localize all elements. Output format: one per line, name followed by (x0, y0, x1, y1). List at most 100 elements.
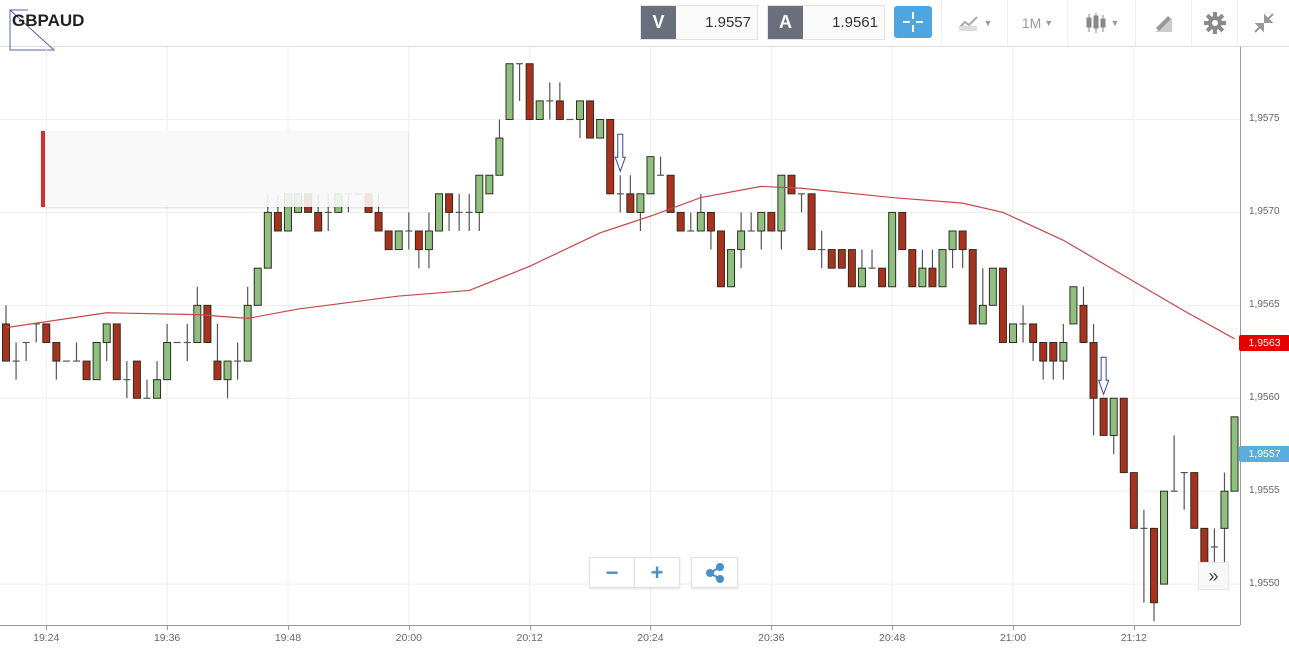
candle-up (988, 267, 997, 306)
candle-up (163, 342, 172, 381)
double-chevron-right-icon: » (1208, 565, 1219, 586)
candle-up (424, 230, 433, 251)
candle-down (2, 323, 10, 362)
candle-down (213, 360, 222, 381)
candle-down (82, 360, 91, 381)
candle-up (193, 304, 202, 344)
draw-icon (1154, 16, 1172, 32)
candle-down (716, 230, 725, 288)
candle-up (696, 211, 705, 232)
price-tick-label: 1,9555 (1249, 485, 1280, 497)
candle-down (878, 267, 887, 288)
moving-average-line (5, 185, 1235, 340)
candle-down (767, 211, 776, 232)
candle-style-button[interactable]: ▼ (1067, 0, 1135, 46)
symbol-triangle-icon (9, 8, 56, 51)
candle-down (445, 193, 454, 213)
candle-down (666, 174, 675, 213)
candle-up (596, 118, 605, 139)
time-tick-label: 20:12 (516, 632, 543, 644)
time-tick-label: 19:24 (33, 632, 60, 644)
candle-up (857, 267, 866, 288)
scroll-right-button[interactable]: » (1198, 562, 1229, 590)
candle-down (958, 230, 967, 251)
candle-up (1069, 286, 1078, 325)
chart-type-button[interactable]: ▼ (941, 0, 1007, 46)
sell-price-button[interactable]: V 1.9557 (640, 5, 758, 40)
candle-down (42, 323, 51, 344)
time-tick-label: 21:12 (1120, 632, 1147, 644)
candle-up (948, 230, 957, 251)
candle-down (1049, 342, 1058, 362)
time-tick-mark (1133, 626, 1135, 630)
candle-down (968, 249, 977, 325)
timeframe-dropdown[interactable]: 1M ▼ (1007, 0, 1067, 46)
info-overlay-panel (41, 131, 408, 207)
candle-down (1099, 397, 1108, 436)
buy-label: A (768, 6, 803, 39)
time-tick-mark (408, 626, 410, 630)
plus-icon: + (650, 559, 664, 585)
candle-up (394, 230, 403, 251)
time-tick-label: 19:48 (274, 632, 302, 644)
buy-price-button[interactable]: A 1.9561 (767, 5, 885, 40)
candle-up (1059, 342, 1068, 362)
candle-up (92, 342, 101, 381)
time-tick-mark (287, 626, 289, 630)
price-tick-label: 1,9550 (1249, 578, 1280, 590)
price-tick-label: 1,9560 (1249, 392, 1280, 404)
candle-up (938, 249, 947, 288)
candle-down (1129, 472, 1138, 529)
sell-label: V (641, 6, 676, 39)
candle-down (606, 118, 615, 195)
candle-down (525, 63, 534, 120)
candle-up (153, 379, 162, 399)
top-toolbar: GBPAUD V 1.9557 A 1.9561 ▼ 1M ▼ ▼ (0, 0, 1289, 51)
time-tick-label: 20:24 (637, 632, 664, 644)
time-axis[interactable]: 19:24 19:36 19:48 20:00 20:12 20:24 20:36 20:48… (0, 625, 1240, 654)
candle-up (1160, 490, 1169, 585)
timeframe-label: 1M (1021, 15, 1042, 31)
candle-down (1089, 342, 1098, 399)
candle-down (1079, 304, 1088, 344)
candle-down (676, 211, 685, 232)
candle-up (575, 100, 584, 120)
candle-down (314, 211, 323, 232)
candle-up (505, 63, 514, 120)
draw-tool-button[interactable] (1135, 0, 1191, 46)
candle-down (847, 249, 856, 288)
candle-up (223, 360, 232, 381)
candle-up (978, 304, 987, 325)
candle-up (263, 211, 272, 269)
last-price-badge: 1,9557 (1239, 446, 1289, 463)
candle-up (918, 267, 927, 288)
candlestick-chart[interactable] (0, 47, 1240, 625)
share-button[interactable] (691, 557, 738, 588)
collapse-button[interactable] (1237, 0, 1289, 46)
candle-up (485, 174, 494, 195)
price-axis[interactable]: 1,9575 1,9570 1,9565 1,9560 1,9555 1,9550 1,95… (1239, 47, 1289, 625)
candle-down (1039, 342, 1048, 362)
signal-down-arrow-icon (614, 133, 626, 173)
candle-down (132, 360, 141, 399)
minus-icon: − (605, 559, 619, 585)
candle-down (273, 211, 282, 232)
candle-up (102, 323, 111, 344)
candle-down (1119, 397, 1128, 474)
candle-down (928, 267, 937, 288)
time-tick-mark (167, 626, 169, 630)
moving-average-price-badge: 1,9563 (1239, 334, 1289, 351)
zoom-out-button[interactable]: − (589, 557, 635, 588)
time-tick-mark (892, 626, 894, 630)
crosshair-button[interactable] (894, 6, 932, 38)
buy-value: 1.9561 (832, 14, 878, 31)
candle-up (253, 267, 262, 306)
price-tick-label: 1,9570 (1249, 206, 1280, 218)
candle-up (1109, 397, 1118, 436)
settings-button[interactable] (1191, 0, 1237, 46)
candle-down (908, 249, 917, 288)
candle-down (1190, 472, 1199, 529)
zoom-in-button[interactable]: + (634, 557, 680, 588)
time-tick-label: 20:48 (879, 632, 906, 644)
time-tick-mark (46, 626, 48, 630)
